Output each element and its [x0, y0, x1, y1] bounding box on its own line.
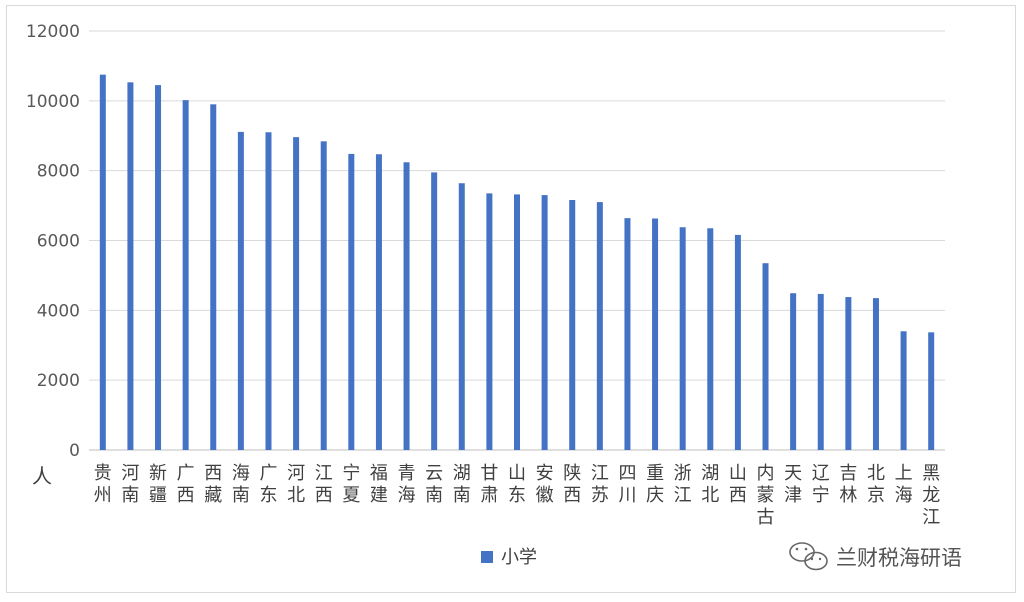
- category-label: 江西: [315, 463, 333, 506]
- bar: [348, 153, 355, 450]
- bar: [403, 162, 410, 450]
- bar: [707, 228, 714, 450]
- y-tick-label: 6000: [37, 232, 80, 252]
- bar: [845, 297, 852, 450]
- bar: [514, 194, 520, 450]
- category-label: 河南: [121, 463, 139, 506]
- category-label: 陕西: [563, 463, 581, 506]
- bar: [624, 218, 631, 450]
- bar: [375, 154, 382, 450]
- y-tick-label: 0: [69, 441, 80, 461]
- y-tick-label: 4000: [37, 301, 80, 321]
- bar: [790, 293, 797, 450]
- bar: [679, 227, 686, 450]
- bar: [431, 172, 438, 450]
- bar: [265, 132, 272, 450]
- watermark: 兰财税海研语: [789, 542, 962, 571]
- category-label: 安徽: [536, 463, 554, 506]
- bar: [99, 74, 106, 450]
- category-label: 四川: [618, 463, 636, 506]
- bar: [541, 195, 548, 450]
- y-tick-label: 12000: [26, 22, 80, 42]
- category-label: 江苏: [591, 463, 609, 506]
- bar: [210, 104, 217, 450]
- category-label: 河北: [287, 463, 305, 506]
- bar: [293, 137, 300, 450]
- category-label: 新疆: [149, 463, 167, 506]
- category-label: 辽宁: [812, 463, 830, 506]
- bar: [734, 234, 741, 450]
- bar: [458, 183, 465, 450]
- category-label: 湖北: [701, 463, 719, 506]
- legend: 小学: [481, 547, 537, 568]
- category-label: 广西: [177, 463, 195, 506]
- bar: [155, 85, 162, 450]
- legend-label: 小学: [501, 547, 537, 568]
- bar: [596, 202, 603, 450]
- category-label: 山西: [729, 463, 747, 506]
- bar: [900, 331, 907, 450]
- category-label: 西藏: [204, 463, 222, 506]
- category-label: 广东: [259, 463, 277, 506]
- category-label: 贵州: [94, 463, 112, 506]
- category-label: 天津: [784, 463, 802, 506]
- category-label: 重庆: [646, 463, 664, 506]
- category-label: 海南: [232, 463, 250, 506]
- category-label: 山东: [508, 463, 526, 506]
- category-label: 青海: [398, 463, 416, 506]
- category-label: 浙江: [674, 463, 692, 506]
- category-label: 黑龙江: [922, 463, 940, 528]
- category-label: 宁夏: [342, 463, 360, 506]
- bars: [99, 74, 935, 451]
- y-axis-label: 人: [32, 464, 52, 488]
- watermark-text: 兰财税海研语: [836, 546, 962, 570]
- bar: [320, 141, 327, 450]
- y-tick-label: 8000: [37, 162, 80, 182]
- bar: [817, 293, 824, 450]
- x-axis-categories: 贵州河南新疆广西西藏海南广东河北江西宁夏福建青海云南湖南甘肃山东安徽陕西江苏四川…: [94, 463, 940, 528]
- bar: [762, 263, 769, 450]
- wechat-icon: [789, 542, 828, 571]
- category-label: 内蒙古: [757, 463, 775, 528]
- bar: [486, 193, 493, 451]
- bar: [569, 199, 576, 450]
- legend-swatch: [481, 551, 493, 563]
- category-label: 湖南: [453, 463, 471, 506]
- category-label: 上海: [895, 463, 913, 506]
- bar: [127, 82, 134, 450]
- category-label: 福建: [370, 463, 388, 506]
- category-label: 北京: [867, 463, 885, 506]
- y-axis-ticks: 0 2000 4000 6000 8000 10000 12000: [26, 22, 80, 461]
- y-tick-label: 2000: [37, 371, 80, 391]
- category-label: 云南: [425, 463, 443, 506]
- category-label: 吉林: [839, 463, 857, 506]
- bar: [652, 218, 659, 450]
- bar: [928, 332, 935, 450]
- bar: [182, 100, 189, 450]
- gridlines: [89, 30, 945, 451]
- category-label: 甘肃: [480, 463, 498, 506]
- y-tick-label: 10000: [26, 92, 80, 112]
- bar: [872, 298, 879, 450]
- bar: [237, 131, 244, 450]
